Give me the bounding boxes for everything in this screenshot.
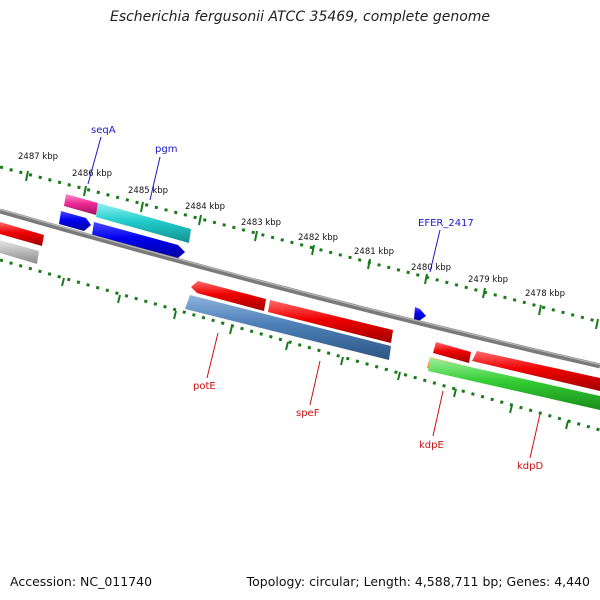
tick-mark xyxy=(565,420,569,430)
gene-speF-arrow-upper[interactable] xyxy=(268,300,393,343)
tick-mark xyxy=(254,230,258,242)
reverse-gene-arrow[interactable] xyxy=(0,222,44,246)
tick-mark xyxy=(482,287,486,299)
label-leader-lines xyxy=(87,136,541,459)
gene-label-EFER_2417[interactable]: EFER_2417 xyxy=(418,218,474,229)
tick-mark xyxy=(453,388,457,398)
outer-dotted-ring xyxy=(0,165,600,324)
tick-mark xyxy=(285,341,289,351)
tick-mark xyxy=(117,294,121,304)
tick-mark xyxy=(424,273,428,285)
map-title: Escherichia fergusonii ATCC 35469, compl… xyxy=(109,9,491,25)
accession-text: Accession: NC_011740 xyxy=(10,574,153,589)
forward-strand-features xyxy=(59,194,426,321)
gene-potE-arrow[interactable] xyxy=(185,295,391,360)
gene-kdpD-arrow-upper[interactable] xyxy=(472,351,600,391)
reverse-gene-arrow[interactable] xyxy=(0,240,39,264)
tick-mark xyxy=(83,185,87,197)
tick-label: 2479 kbp xyxy=(468,275,508,285)
gene-seqA-arrow[interactable] xyxy=(64,194,98,215)
tick-label: 2486 kbp xyxy=(72,169,112,179)
gene-potE-arrow-upper[interactable] xyxy=(191,281,266,311)
tick-mark xyxy=(229,325,233,335)
tick-mark xyxy=(25,170,29,182)
leader-line-kdpD xyxy=(529,413,541,459)
tick-mark xyxy=(397,371,401,381)
forward-gene-arrow[interactable] xyxy=(59,211,91,231)
leader-line-speF xyxy=(309,360,321,406)
gene-label-kdpE[interactable]: kdpE xyxy=(419,440,444,451)
leader-line-potE xyxy=(206,332,219,379)
tick-mark xyxy=(595,318,599,330)
leader-line-kdpE xyxy=(432,390,444,437)
tick-mark xyxy=(538,304,542,316)
tick-mark xyxy=(367,258,371,270)
gene-labels: seqA pgm EFER_2417 potE speF kdpE kdpD xyxy=(91,125,543,472)
tick-label: 2485 kbp xyxy=(128,186,168,196)
gene-kdpE-arrow-upper[interactable] xyxy=(433,342,471,363)
tick-label: 2478 kbp xyxy=(525,289,565,299)
leader-line-pgm xyxy=(149,156,161,201)
tick-label: 2481 kbp xyxy=(354,247,394,257)
gene-label-seqA[interactable]: seqA xyxy=(91,125,116,136)
outer-tick-track xyxy=(0,165,600,330)
tick-label: 2484 kbp xyxy=(185,202,225,212)
tick-label: 2487 kbp xyxy=(18,152,58,162)
forward-gene-arrow[interactable] xyxy=(92,222,185,258)
tick-mark xyxy=(340,356,344,366)
tick-mark xyxy=(61,277,65,287)
gene-label-pgm[interactable]: pgm xyxy=(155,144,177,155)
gene-label-kdpD[interactable]: kdpD xyxy=(517,461,543,472)
gene-pgm-arrow[interactable] xyxy=(96,203,191,243)
tick-mark xyxy=(509,404,513,414)
genome-summary-text: Topology: circular; Length: 4,588,711 bp… xyxy=(246,574,590,589)
gene-kdpD-arrow[interactable] xyxy=(428,358,600,410)
genome-backbone-highlight xyxy=(0,208,600,366)
tick-label: 2482 kbp xyxy=(298,233,338,243)
tick-label: 2483 kbp xyxy=(241,218,281,228)
inner-dotted-ring xyxy=(0,258,600,432)
gene-EFER_2417-arrow[interactable] xyxy=(414,307,426,321)
genome-backbone xyxy=(0,208,600,369)
tick-mark xyxy=(198,214,202,226)
leader-line-EFER_2417 xyxy=(429,229,441,273)
tick-mark xyxy=(311,244,315,256)
inner-tick-track xyxy=(0,258,600,432)
tick-mark xyxy=(173,310,177,320)
tick-mark xyxy=(140,201,144,213)
gene-label-speF[interactable]: speF xyxy=(296,408,320,419)
reverse-strand-features xyxy=(0,222,600,410)
leader-line-seqA xyxy=(87,136,102,185)
gene-label-potE[interactable]: potE xyxy=(193,381,216,392)
